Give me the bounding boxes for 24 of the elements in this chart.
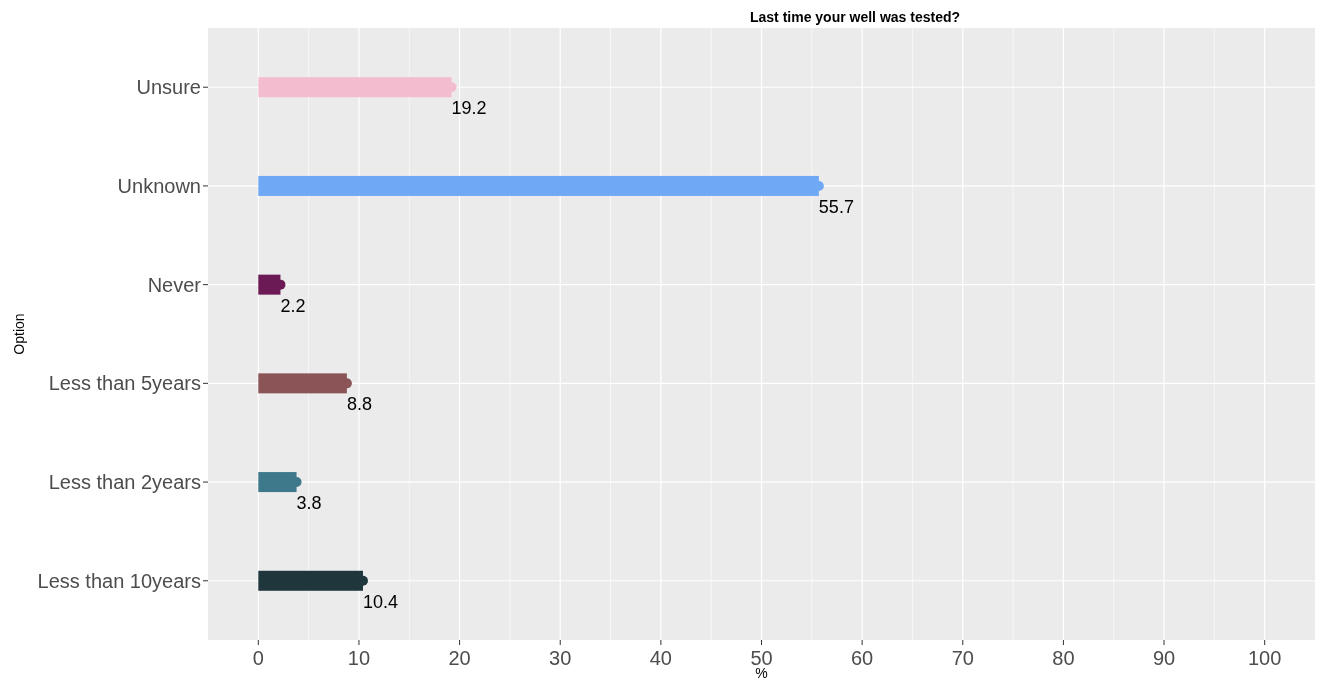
y-tick-label: Less than 2years: [48, 471, 201, 494]
x-tick-label: 0: [252, 647, 264, 669]
y-tick-label: Never: [147, 273, 202, 296]
y-axis-title: Option: [11, 313, 27, 355]
data-label: 55.7: [818, 196, 854, 217]
x-tick-label: 80: [1052, 647, 1075, 669]
y-tick-label: Less than 10years: [37, 569, 201, 592]
data-label: 10.4: [362, 591, 399, 612]
x-tick-label: 90: [1152, 647, 1176, 669]
x-tick-label: 60: [851, 647, 874, 669]
y-tick-label: Unsure: [136, 76, 201, 99]
y-tick-label: Unknown: [117, 174, 201, 197]
x-tick-label: 70: [951, 647, 974, 669]
x-tick-label: 30: [549, 647, 572, 669]
data-label: 19.2: [451, 98, 487, 119]
chart-title: Last time your well was tested?: [749, 9, 961, 25]
x-tick-label: 40: [649, 647, 672, 669]
data-label: 8.8: [346, 394, 372, 415]
data-label: 2.2: [280, 295, 306, 316]
y-tick-label: Less than 5years: [48, 372, 201, 395]
x-tick-label: 10: [347, 647, 371, 669]
data-label: 3.8: [296, 493, 322, 514]
x-tick-label: 20: [448, 647, 471, 669]
x-tick-label: 100: [1247, 647, 1282, 669]
